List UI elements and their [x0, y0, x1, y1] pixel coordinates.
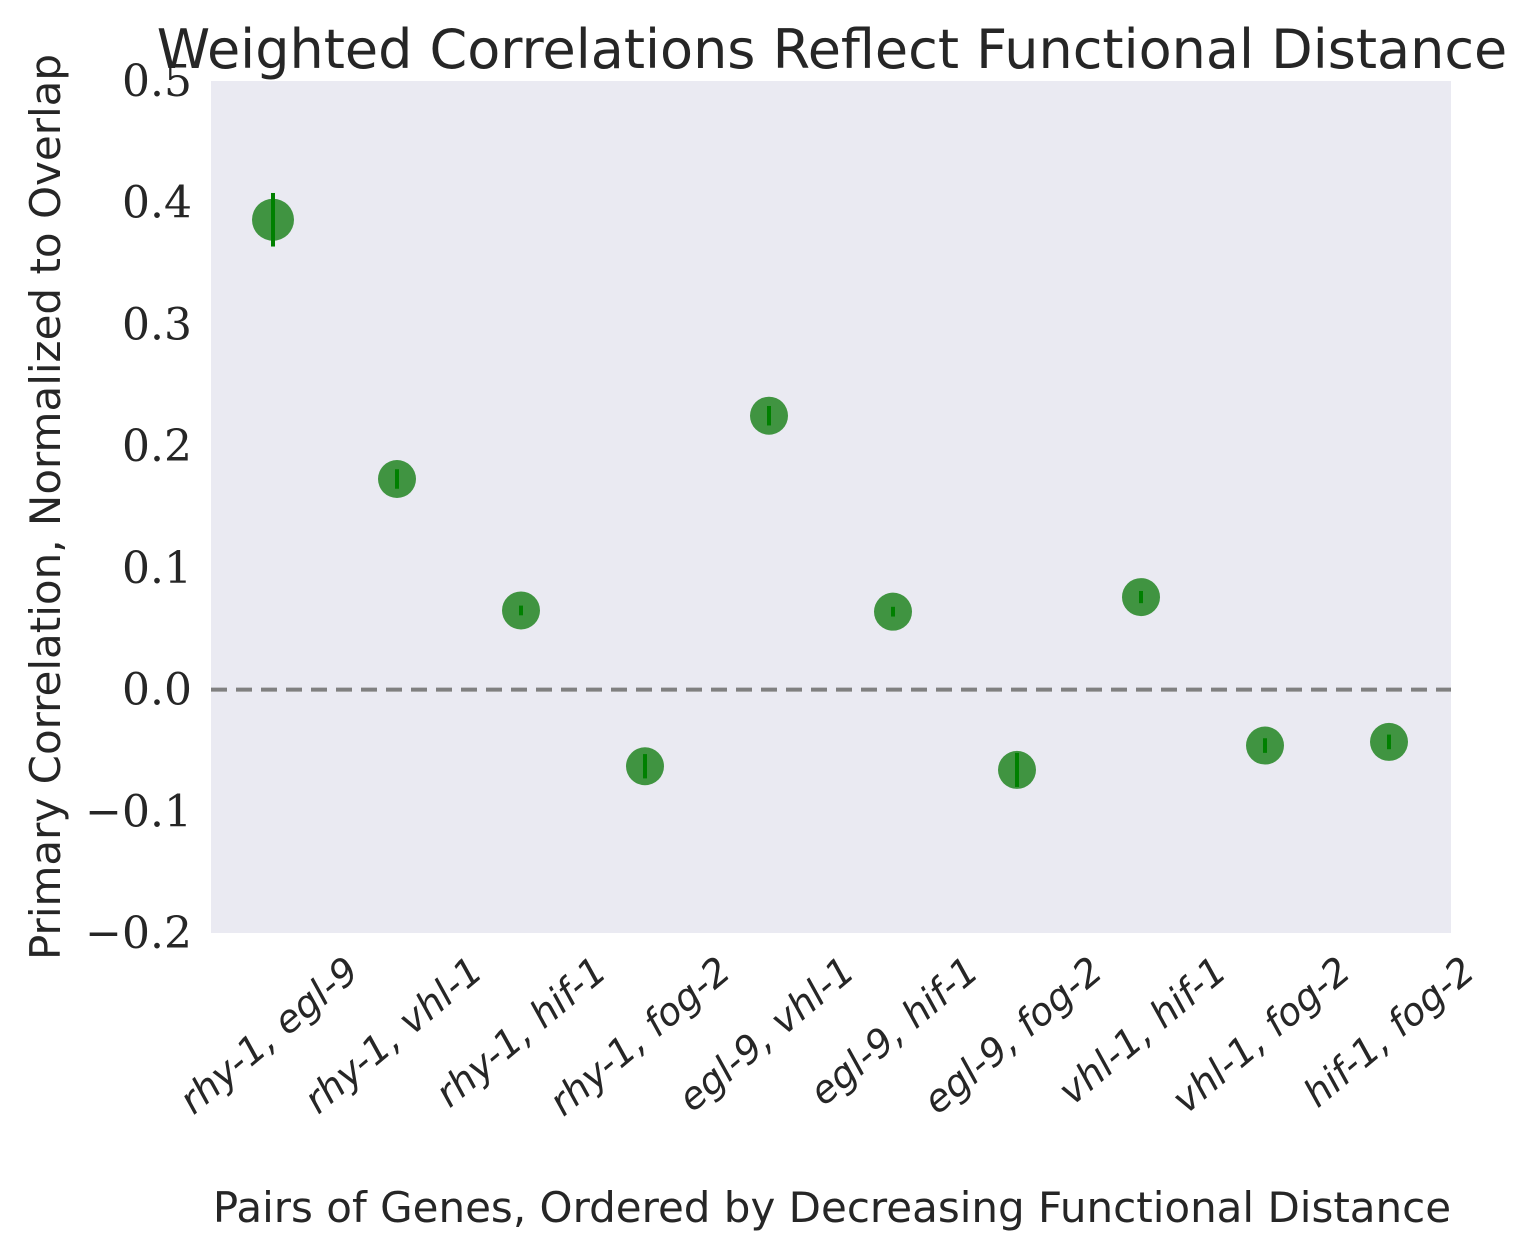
x-axis-label: Pairs of Genes, Ordered by Decreasing Fu… [213, 1183, 1451, 1232]
y-tick-label: −0.1 [85, 786, 192, 837]
y-tick-label: 0.1 [122, 543, 192, 594]
y-tick-label: 0.0 [122, 665, 192, 716]
y-tick-label: 0.5 [122, 56, 192, 107]
y-axis-ticks: −0.2 −0.1 0.0 0.1 0.2 0.3 0.4 0.5 [85, 56, 192, 959]
plot-area [211, 81, 1451, 933]
y-tick-label: 0.2 [122, 421, 192, 472]
data-points [252, 192, 1408, 789]
y-tick-label: 0.3 [122, 299, 192, 350]
y-axis-label: Primary Correlation, Normalized to Overl… [21, 54, 70, 960]
chart-title: Weighted Correlations Reflect Functional… [157, 18, 1508, 81]
y-tick-label: 0.4 [122, 178, 192, 229]
y-tick-label: −0.2 [85, 908, 192, 959]
